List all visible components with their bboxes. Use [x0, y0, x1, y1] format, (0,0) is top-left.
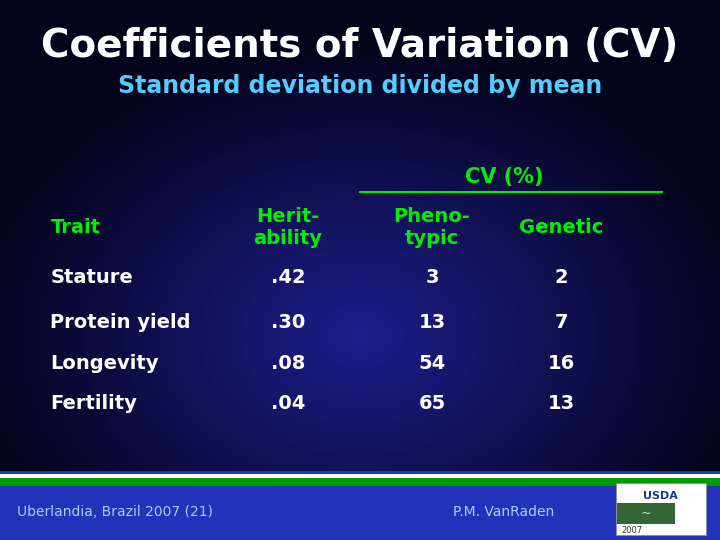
Text: .04: .04 [271, 394, 305, 413]
Text: .42: .42 [271, 267, 305, 287]
Text: Coefficients of Variation (CV): Coefficients of Variation (CV) [41, 27, 679, 65]
Text: Stature: Stature [50, 267, 133, 287]
Text: 54: 54 [418, 354, 446, 373]
Bar [616, 483, 706, 535]
Text: Genetic: Genetic [519, 218, 604, 238]
Text: 2007: 2007 [621, 526, 643, 535]
Text: .30: .30 [271, 313, 305, 333]
Text: 13: 13 [548, 394, 575, 413]
Text: Protein yield: Protein yield [50, 313, 191, 333]
Bar [0, 483, 720, 540]
Bar [617, 503, 675, 524]
Text: 3: 3 [426, 267, 438, 287]
Text: 16: 16 [548, 354, 575, 373]
Text: USDA: USDA [643, 491, 678, 501]
Text: 7: 7 [555, 313, 568, 333]
Text: .08: .08 [271, 354, 305, 373]
Bar [0, 474, 720, 478]
Text: Fertility: Fertility [50, 394, 138, 413]
Text: Longevity: Longevity [50, 354, 159, 373]
Text: 13: 13 [418, 313, 446, 333]
Text: Trait: Trait [50, 218, 100, 238]
Text: ~: ~ [641, 507, 651, 520]
Text: 65: 65 [418, 394, 446, 413]
Text: 2: 2 [555, 267, 568, 287]
Text: CV (%): CV (%) [464, 167, 544, 187]
Text: Herit-
ability: Herit- ability [253, 207, 323, 248]
Text: Uberlandia, Brazil 2007 (21): Uberlandia, Brazil 2007 (21) [17, 505, 213, 519]
Text: P.M. VanRaden: P.M. VanRaden [454, 505, 554, 519]
Text: Standard deviation divided by mean: Standard deviation divided by mean [118, 75, 602, 98]
Bar [0, 471, 720, 474]
Text: Pheno-
typic: Pheno- typic [394, 207, 470, 248]
Bar [0, 478, 720, 486]
